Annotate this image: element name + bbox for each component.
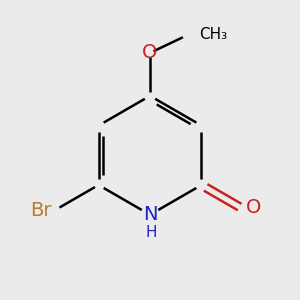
Text: O: O — [142, 44, 158, 62]
Text: O: O — [246, 198, 261, 217]
Text: CH₃: CH₃ — [200, 27, 228, 42]
Text: N: N — [143, 205, 157, 224]
Text: Br: Br — [30, 201, 52, 220]
Text: H: H — [146, 225, 158, 240]
